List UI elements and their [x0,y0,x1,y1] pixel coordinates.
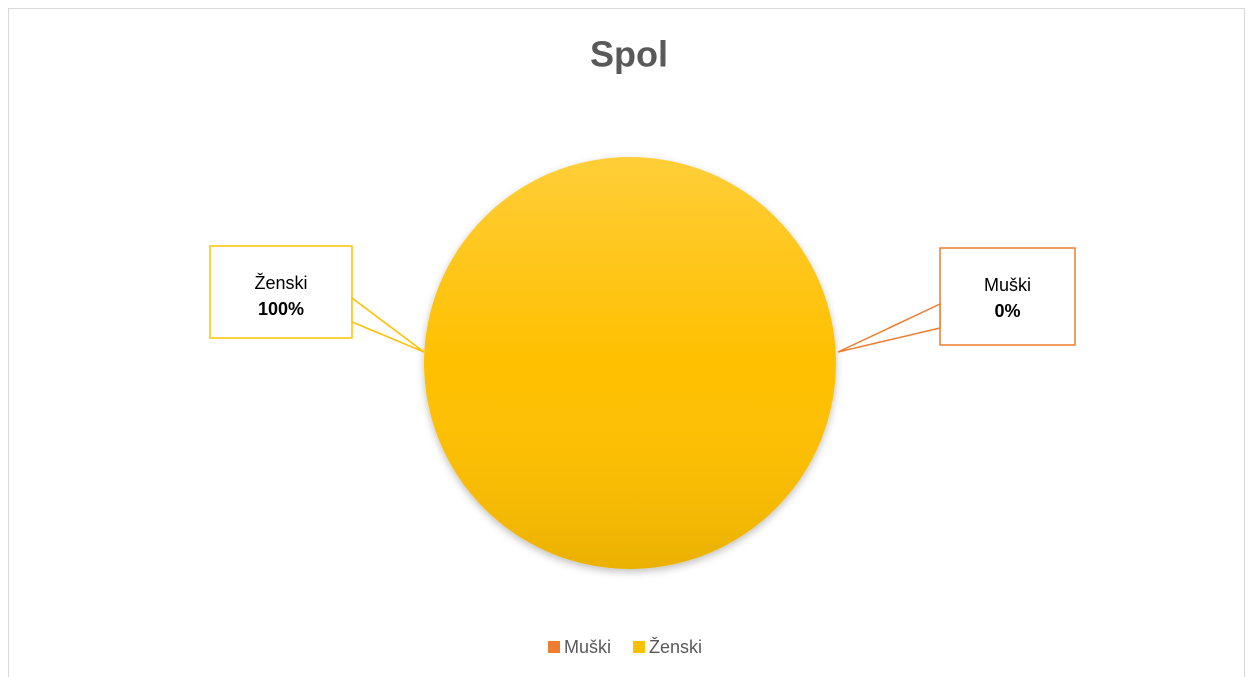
pie [424,157,836,569]
data-label-value: 0% [994,301,1020,321]
callout-pointer [837,302,941,353]
callout [939,247,1076,346]
legend-swatch [548,641,560,653]
legend-swatch [633,641,646,653]
legend-label: Muški [564,637,611,657]
data-label-category: Ženski [254,273,307,293]
chart-title: Spol [590,34,668,75]
data-label-value: 100% [258,299,304,319]
callout [209,245,353,339]
pie-shading [424,157,836,569]
callout-pointer [351,296,425,353]
legend: Muški Ženski [548,637,702,657]
data-label-category: Muški [984,275,1031,295]
data-labels: Muški 0% Ženski 100% [209,245,1076,353]
legend-label: Ženski [649,637,702,657]
